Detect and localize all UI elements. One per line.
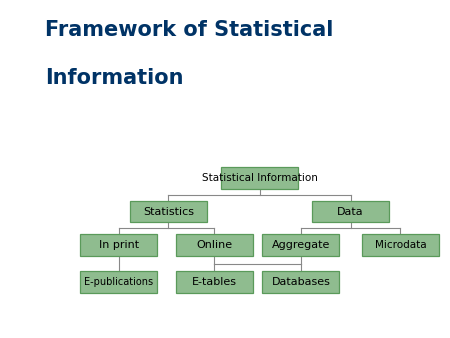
FancyBboxPatch shape: [130, 201, 207, 222]
Text: Statistical Information: Statistical Information: [202, 173, 318, 183]
FancyBboxPatch shape: [262, 234, 339, 256]
FancyBboxPatch shape: [176, 271, 252, 293]
FancyBboxPatch shape: [362, 234, 439, 256]
Text: Microdata: Microdata: [374, 240, 426, 250]
Text: Aggregate: Aggregate: [272, 240, 330, 250]
Text: Statistics: Statistics: [143, 207, 194, 217]
FancyBboxPatch shape: [262, 271, 339, 293]
Text: Databases: Databases: [271, 277, 330, 287]
Text: In print: In print: [99, 240, 139, 250]
Text: Information: Information: [45, 68, 184, 88]
Text: Online: Online: [196, 240, 232, 250]
FancyBboxPatch shape: [80, 271, 158, 293]
Text: E-publications: E-publications: [84, 277, 153, 287]
FancyBboxPatch shape: [312, 201, 389, 222]
FancyBboxPatch shape: [221, 167, 298, 189]
Text: Framework of Statistical: Framework of Statistical: [45, 20, 333, 40]
Text: Data: Data: [338, 207, 364, 217]
Text: E-tables: E-tables: [192, 277, 237, 287]
FancyBboxPatch shape: [176, 234, 252, 256]
FancyBboxPatch shape: [80, 234, 158, 256]
